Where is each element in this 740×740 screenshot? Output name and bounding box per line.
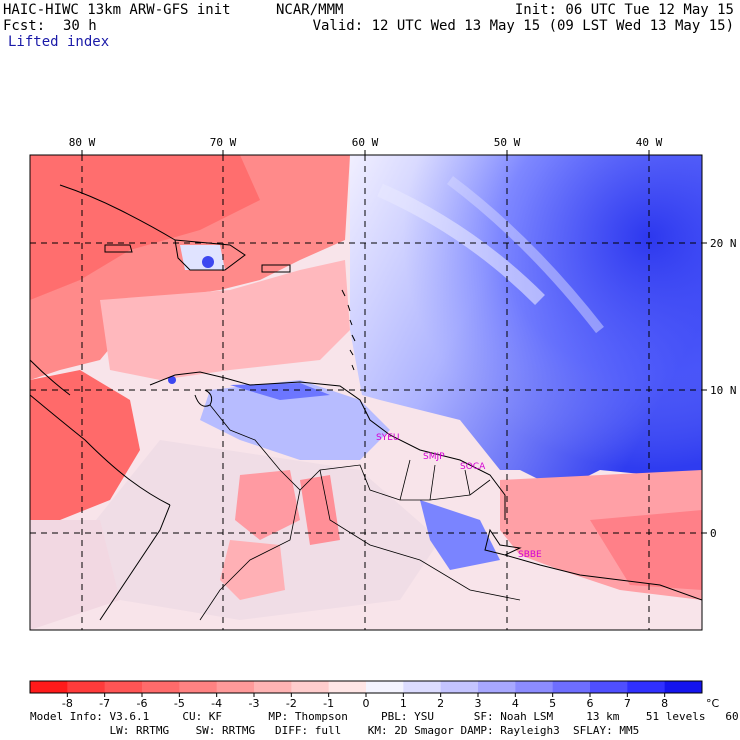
colorbar-label: 3 (475, 697, 482, 710)
colorbar-swatch (328, 681, 367, 693)
model-info-line-1: Model Info: V3.6.1 CU: KF MP: Thompson P… (30, 710, 740, 723)
colorbar-label: 1 (400, 697, 407, 710)
lon-label: 70 W (210, 136, 237, 149)
map-frame (29, 154, 703, 631)
lon-label: 50 W (494, 136, 521, 149)
colorbar-label: -1 (323, 697, 334, 710)
map-field (30, 155, 702, 630)
axis-ticks (81, 150, 707, 534)
colorbar-swatch (552, 681, 591, 693)
colorbar-label: -4 (211, 697, 222, 710)
lon-label: 60 W (352, 136, 379, 149)
colorbar-swatch (291, 681, 330, 693)
colorbar-label: 2 (437, 697, 444, 710)
lon-label: 40 W (636, 136, 663, 149)
colorbar-swatch (104, 681, 143, 693)
colorbar-swatch (403, 681, 442, 693)
colorbar-swatch (179, 681, 218, 693)
colorbar-swatch (478, 681, 516, 693)
colorbar-label: -6 (137, 697, 148, 710)
colorbar-swatch (366, 681, 404, 693)
graticule (30, 155, 702, 630)
forecast-label: Fcst: (3, 18, 46, 34)
colorbar-swatch (627, 681, 666, 693)
colorbar-swatch (216, 681, 255, 693)
init-time: Init: 06 UTC Tue 12 May 15 (514, 2, 734, 18)
field-name: Lifted index (8, 34, 110, 50)
colorbar-label: 6 (587, 697, 594, 710)
colorbar-label: 4 (512, 697, 519, 710)
lat-label: 20 N (710, 237, 737, 250)
station-label: SYEU (376, 433, 399, 443)
colorbar-label: -2 (286, 697, 297, 710)
colorbar-label: -8 (62, 697, 73, 710)
lon-label: 80 W (69, 136, 96, 149)
model-title: HAIC-HIWC 13km ARW-GFS init (3, 2, 231, 18)
colorbar-swatch (67, 681, 106, 693)
colorbar-swatch (590, 681, 628, 693)
valid-time: Valid: 12 UTC Wed 13 May 15 (09 LST Wed … (312, 18, 734, 34)
agency-label: NCAR/MMM (276, 2, 344, 18)
colorbar-label: 0 (363, 697, 370, 710)
colorbar-label: 5 (549, 697, 556, 710)
colorbar-label: -7 (99, 697, 110, 710)
colorbar-swatch (30, 681, 68, 693)
forecast-hour: 30 h (63, 18, 97, 34)
station-label: SMJP (423, 452, 445, 462)
colorbar-swatch (142, 681, 180, 693)
model-info-line-2: LW: RRTMG SW: RRTMG DIFF: full KM: 2D Sm… (30, 724, 640, 737)
colorbar-swatch (440, 681, 479, 693)
colorbar-label: -5 (174, 697, 185, 710)
colorbar-label: -3 (249, 697, 260, 710)
colorbar-label: 7 (624, 697, 631, 710)
lat-label: 10 N (710, 384, 737, 397)
colorbar-unit: °C (706, 697, 720, 710)
coastlines (30, 184, 702, 621)
station-label: SBBE (518, 550, 542, 560)
colorbar-swatch (664, 681, 703, 693)
colorbar: -8 -7 -6 -5 -4 -3 -2 -1 0 1 2 3 4 5 6 7 8 °C (29, 680, 720, 710)
colorbar-swatch (254, 681, 292, 693)
lat-label: 0 (710, 527, 717, 540)
colorbar-swatch (515, 681, 554, 693)
colorbar-label: 8 (661, 697, 668, 710)
station-label: SOCA (460, 462, 486, 472)
